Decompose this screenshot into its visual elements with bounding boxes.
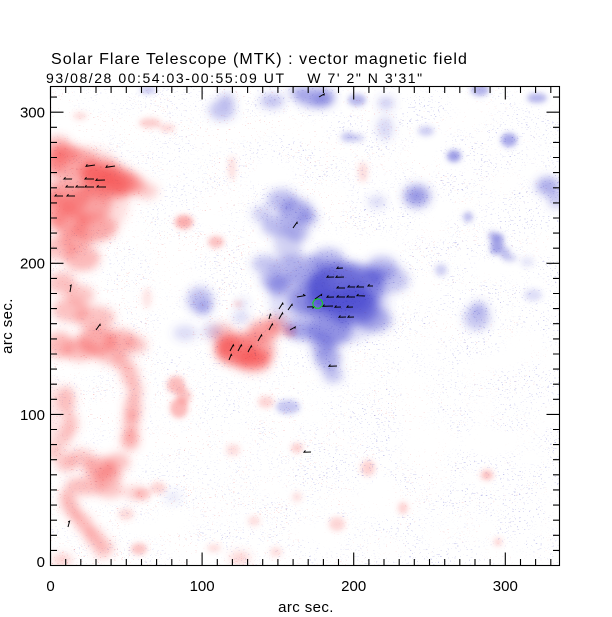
svg-text:0: 0 xyxy=(46,578,54,595)
svg-text:100: 100 xyxy=(190,578,215,595)
svg-text:arc sec.: arc sec. xyxy=(0,298,16,354)
svg-text:200: 200 xyxy=(20,256,45,273)
svg-text:200: 200 xyxy=(341,578,366,595)
svg-text:0: 0 xyxy=(37,554,45,571)
svg-text:300: 300 xyxy=(493,578,518,595)
svg-text:arc sec.: arc sec. xyxy=(278,599,334,616)
svg-text:93/08/28 00:54:03-00:55:09 UT: 93/08/28 00:54:03-00:55:09 UT W 7' 2" N … xyxy=(46,70,424,86)
svg-text:300: 300 xyxy=(20,105,45,122)
svg-text:Solar Flare Telescope (MTK) :: Solar Flare Telescope (MTK) : vector mag… xyxy=(51,51,468,68)
svg-text:100: 100 xyxy=(20,407,45,424)
